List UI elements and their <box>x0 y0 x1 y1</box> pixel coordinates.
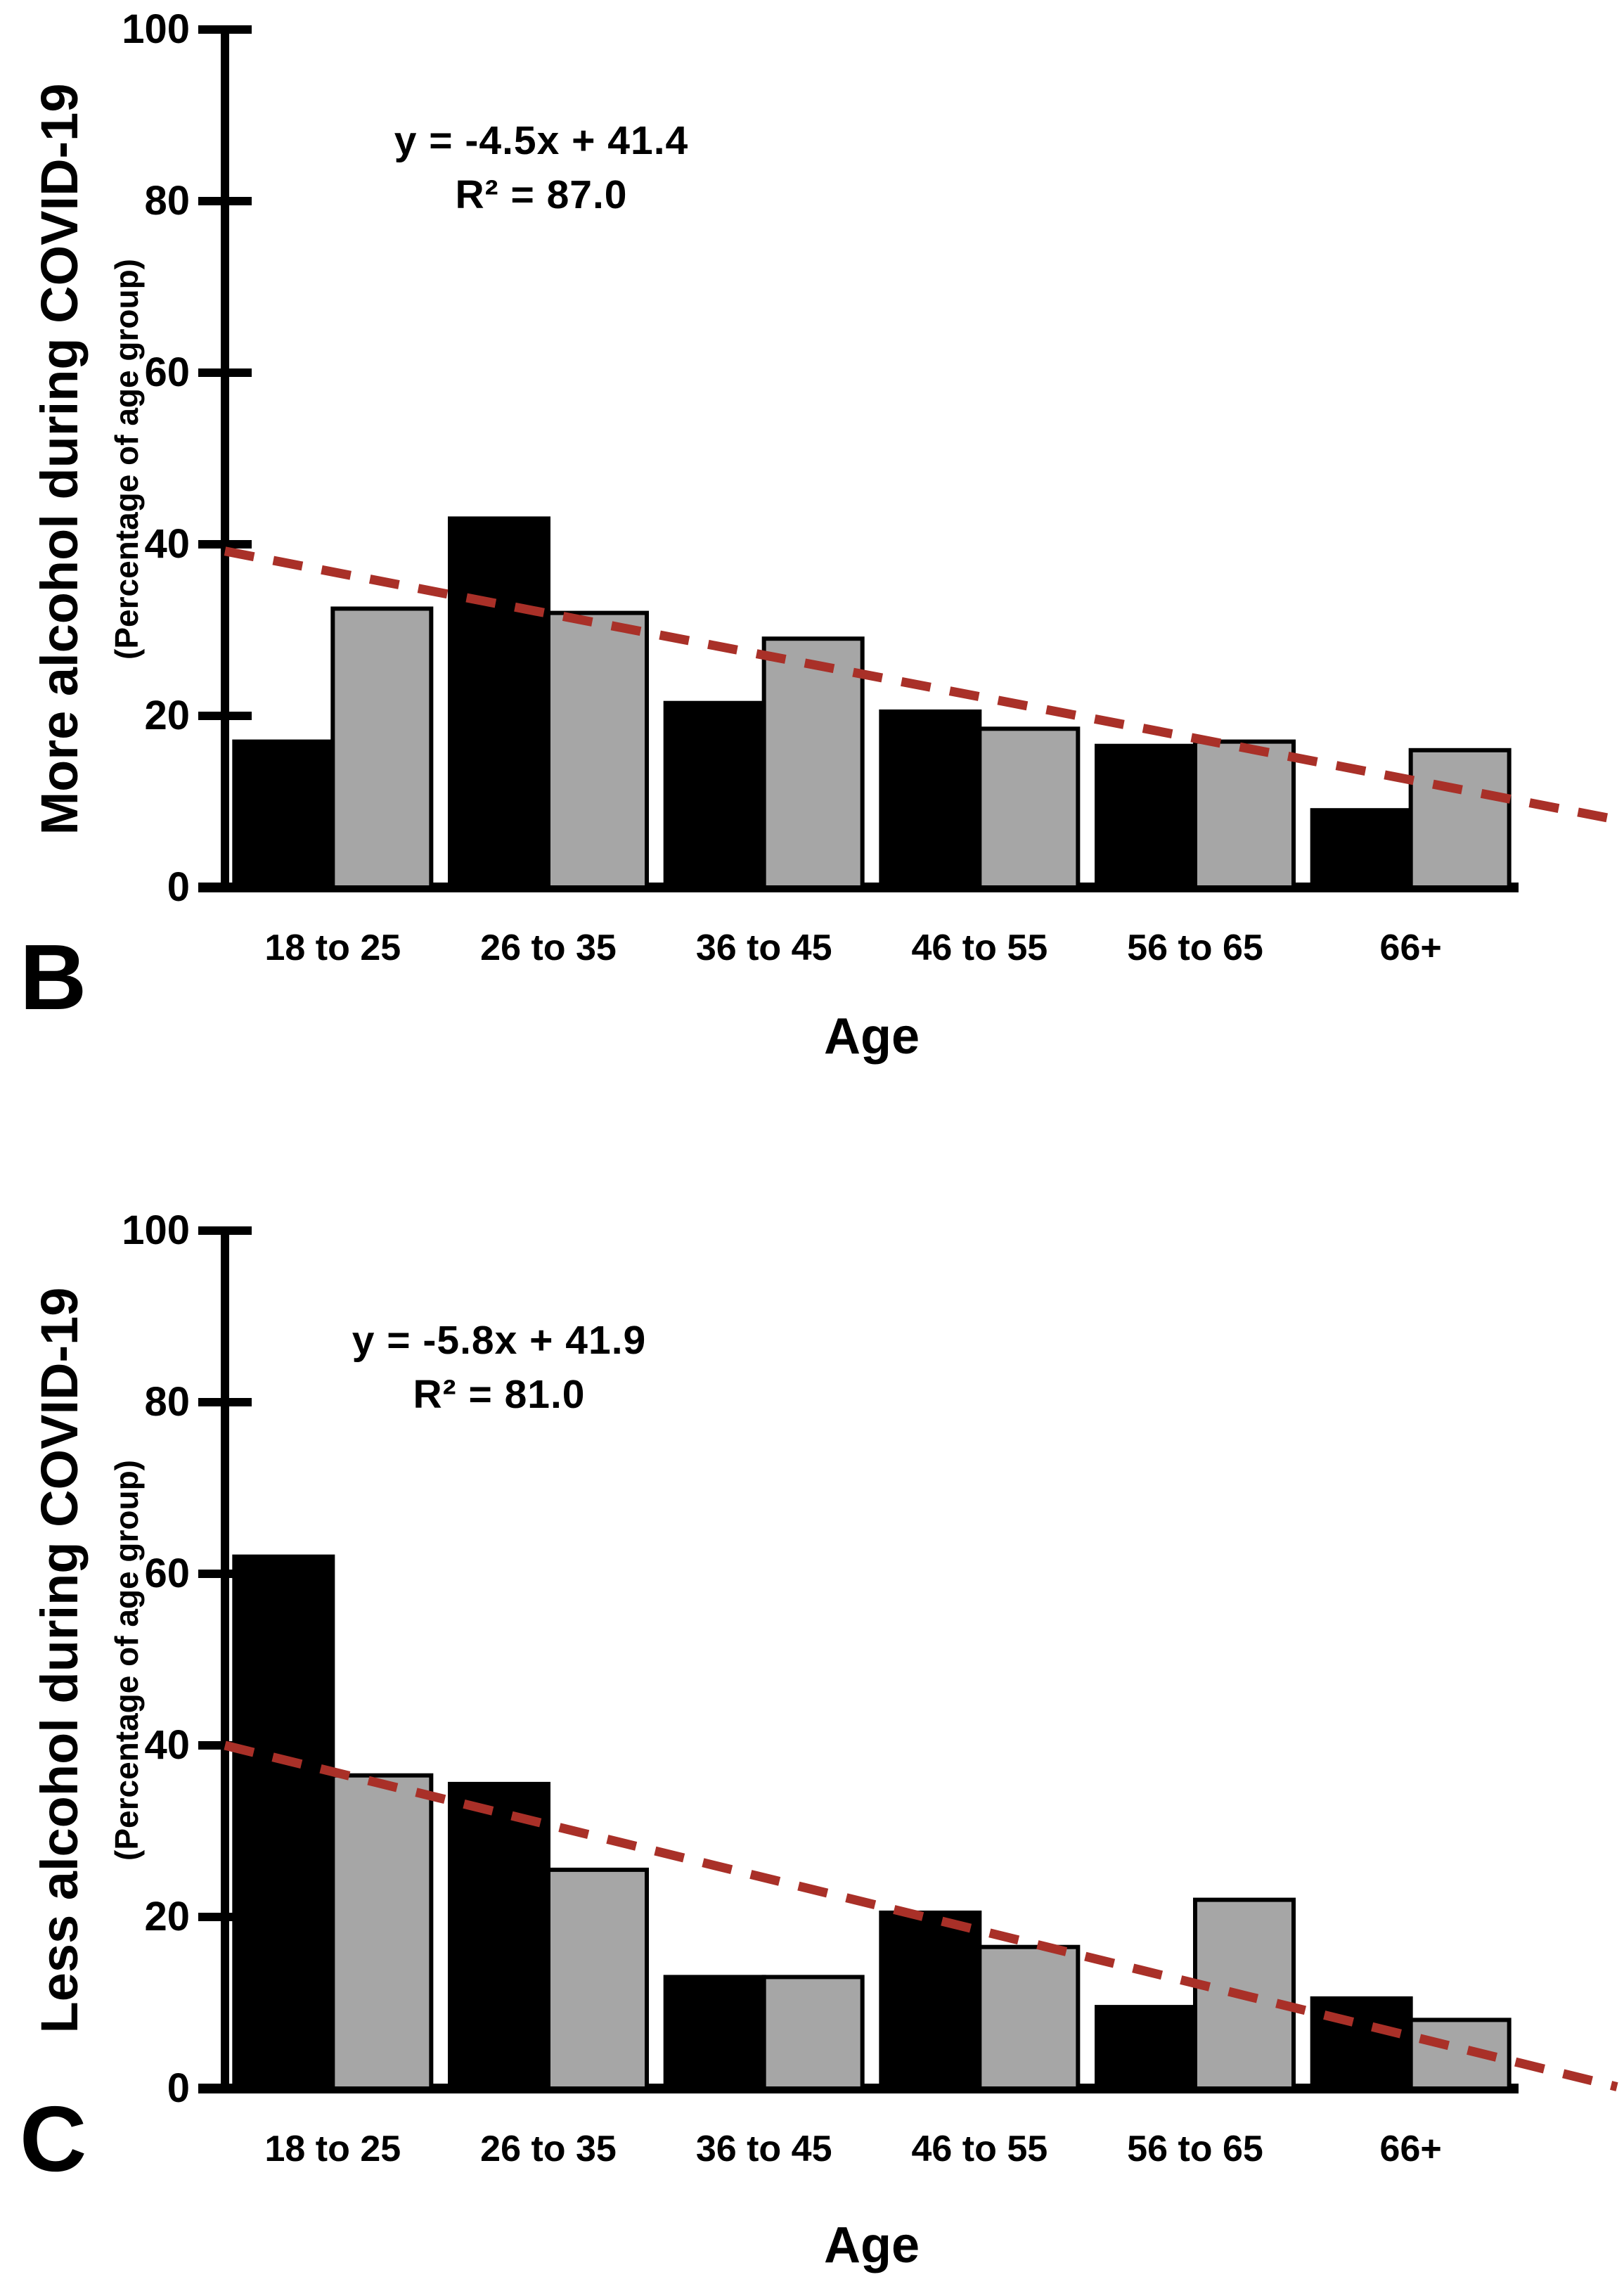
bar-black-46-to-55 <box>879 709 982 890</box>
r-squared-line: R² = 81.0 <box>413 1372 586 1417</box>
panel-b-y-axis-label: More alcohol during COVID-19 <box>30 83 89 835</box>
panel-b-x-axis-title: Age <box>823 1008 920 1065</box>
y-tick-label-60: 60 <box>144 1551 190 1596</box>
x-category-label-46-to-55: 46 to 55 <box>911 928 1048 968</box>
r-squared-line: R² = 87.0 <box>455 172 628 217</box>
panel-c-y-axis-sublabel: (Percentage of age group) <box>108 1460 145 1861</box>
y-tick-label-100: 100 <box>122 1207 190 1253</box>
bar-black-18-to-25 <box>232 739 335 890</box>
bar-black-46-to-55 <box>879 1910 982 2091</box>
bar-gray-66 <box>1408 2018 1512 2091</box>
y-tick-label-100: 100 <box>122 6 190 52</box>
x-category-label-26-to-35: 26 to 35 <box>480 2129 617 2169</box>
x-category-label-36-to-45: 36 to 45 <box>695 928 832 968</box>
y-tick-label-40: 40 <box>144 521 190 567</box>
y-tick-label-20: 20 <box>144 693 190 738</box>
x-category-label-56-to-65: 56 to 65 <box>1127 928 1263 968</box>
bar-black-56-to-65 <box>1095 743 1197 890</box>
bar-gray-56-to-65 <box>1193 739 1296 890</box>
bar-gray-18-to-25 <box>330 606 434 890</box>
bar-gray-36-to-45 <box>761 636 865 890</box>
bar-gray-26-to-35 <box>546 610 649 890</box>
panel-c-y-axis-label: Less alcohol during COVID-19 <box>30 1287 89 2034</box>
x-category-label-18-to-25: 18 to 25 <box>264 928 401 968</box>
x-category-label-46-to-55: 46 to 55 <box>911 2129 1048 2169</box>
x-category-label-18-to-25: 18 to 25 <box>264 2129 401 2169</box>
x-category-label-26-to-35: 26 to 35 <box>480 928 617 968</box>
y-tick-label-80: 80 <box>144 178 190 224</box>
bar-black-26-to-35 <box>448 516 550 890</box>
y-tick-label-80: 80 <box>144 1379 190 1425</box>
equation-line: y = -4.5x + 41.4 <box>394 118 689 163</box>
panel-b-y-axis-sublabel: (Percentage of age group) <box>108 259 145 660</box>
bar-gray-18-to-25 <box>330 1773 434 2091</box>
bar-black-18-to-25 <box>232 1554 335 2091</box>
y-tick-label-0: 0 <box>167 864 190 910</box>
bar-gray-36-to-45 <box>761 1975 865 2091</box>
x-category-label-56-to-65: 56 to 65 <box>1127 2129 1263 2169</box>
x-category-label-36-to-45: 36 to 45 <box>695 2129 832 2169</box>
y-tick-label-0: 0 <box>167 2065 190 2111</box>
panel-c-trendline <box>224 1740 1618 2091</box>
x-category-label-66: 66+ <box>1379 2129 1442 2169</box>
bar-gray-46-to-55 <box>977 726 1081 890</box>
bar-gray-26-to-35 <box>546 1867 649 2091</box>
panel-b-label: B <box>20 925 87 1029</box>
panel-c-label: C <box>20 2087 87 2191</box>
bar-black-66 <box>1310 808 1413 890</box>
bar-black-26-to-35 <box>448 1781 550 2091</box>
bar-gray-66 <box>1408 748 1512 890</box>
y-tick-label-20: 20 <box>144 1894 190 1939</box>
bar-black-56-to-65 <box>1095 2005 1197 2091</box>
bar-gray-46-to-55 <box>977 1944 1081 2091</box>
x-category-label-66: 66+ <box>1379 928 1442 968</box>
equation-line: y = -5.8x + 41.9 <box>352 1318 647 1363</box>
panel-c-x-axis-title: Age <box>823 2217 920 2273</box>
panel-b-trend-equation: y = -4.5x + 41.4 R² = 87.0 <box>330 114 752 222</box>
y-tick-label-60: 60 <box>144 349 190 395</box>
panel-b-trendline <box>224 546 1618 825</box>
panel-c-trend-equation: y = -5.8x + 41.9 R² = 81.0 <box>288 1314 710 1422</box>
bar-black-36-to-45 <box>663 1975 766 2091</box>
bar-black-36-to-45 <box>663 700 766 890</box>
y-tick-label-40: 40 <box>144 1722 190 1768</box>
